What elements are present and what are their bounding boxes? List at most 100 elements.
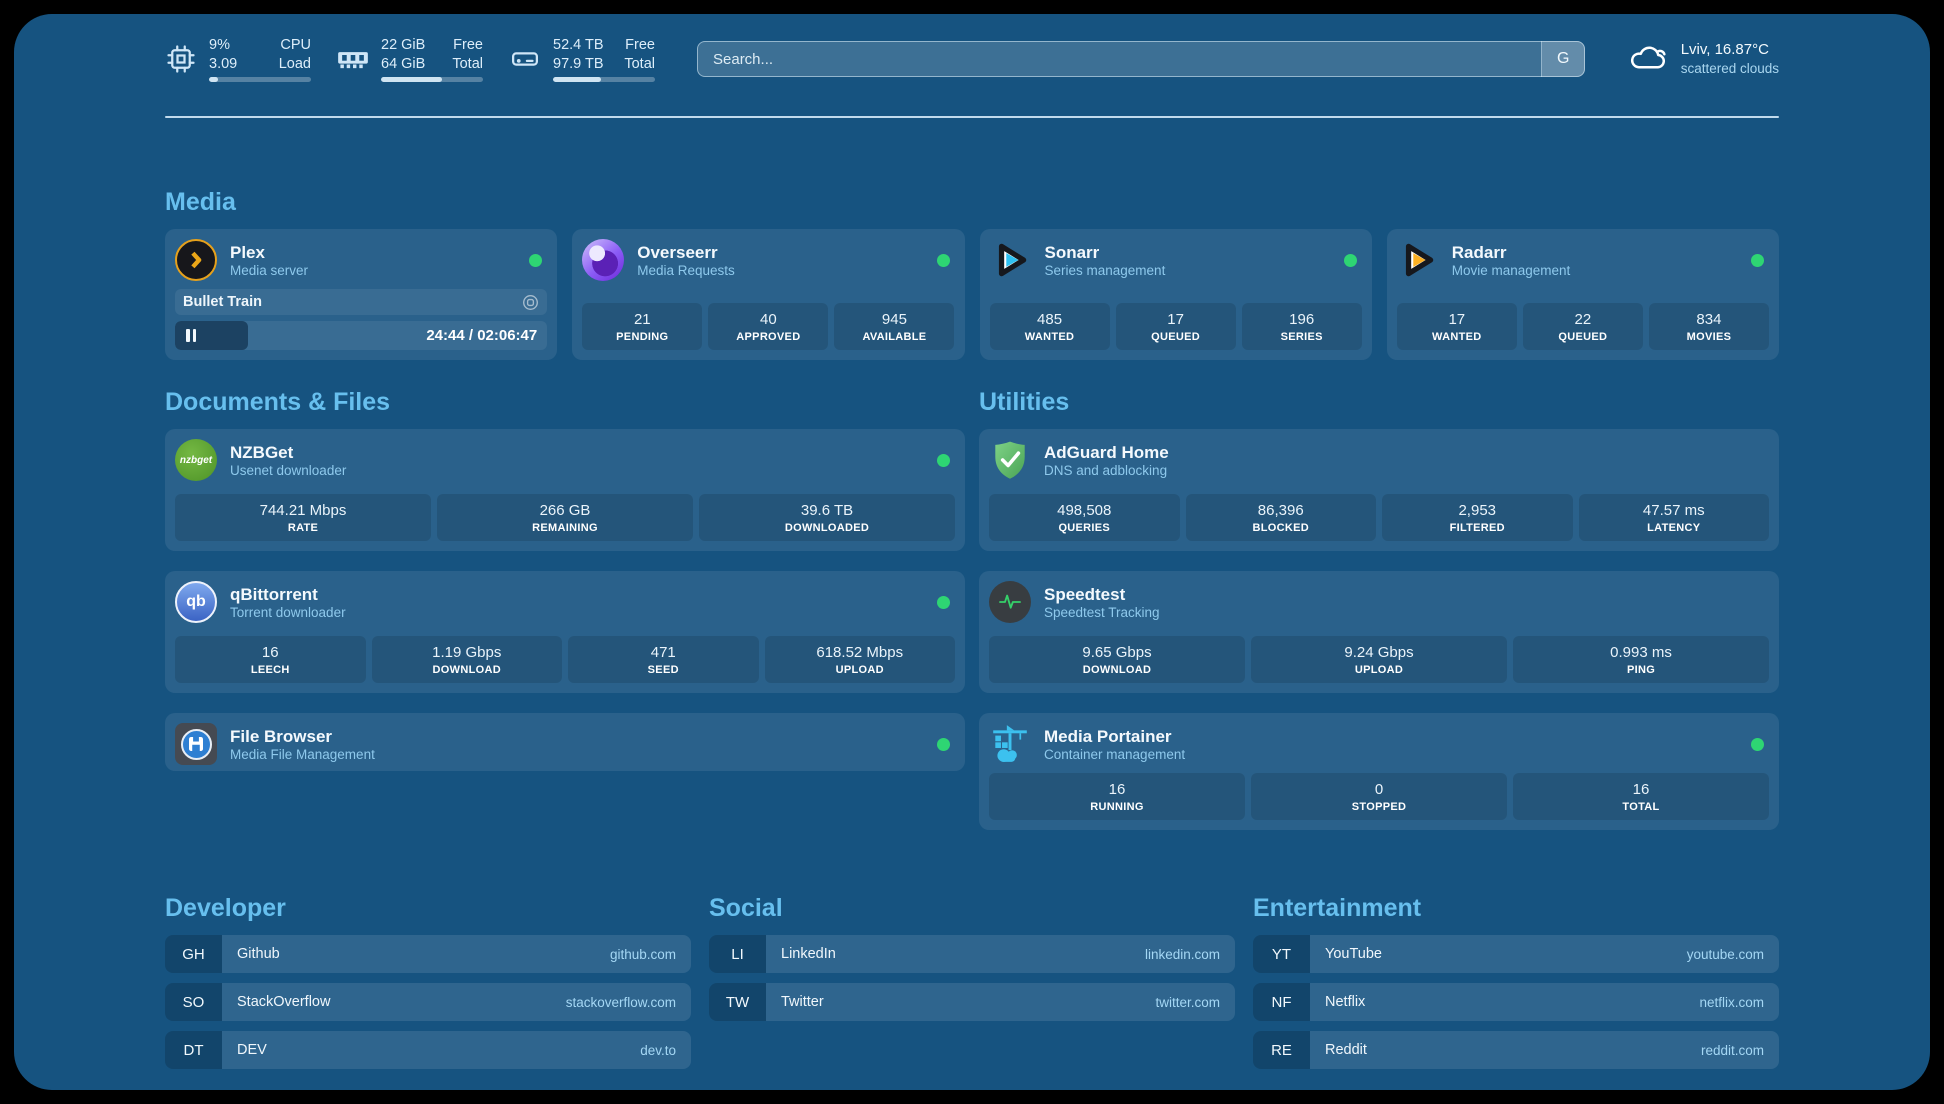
stat-wanted: 485 WANTED [989, 303, 1110, 350]
cpu-value-1: 9% [209, 36, 230, 53]
cpu-widget: 9% 3.09 CPU Load [165, 36, 311, 83]
section-title-utilities: Utilities [979, 388, 1070, 416]
section-title-social: Social [709, 894, 783, 922]
service-subtitle: DNS and adblocking [1044, 463, 1168, 479]
header-divider [165, 116, 1779, 118]
section-title-media: Media [165, 188, 236, 216]
radarr-icon [1397, 239, 1439, 281]
stat-ping: 0.993 ms PING [1513, 636, 1769, 683]
service-subtitle: Usenet downloader [230, 463, 347, 479]
status-dot [1751, 737, 1764, 751]
disk-value-1: 52.4 TB [553, 36, 604, 53]
section-title-entertainment: Entertainment [1253, 894, 1422, 922]
qbittorrent-icon: qb [175, 581, 217, 623]
stat-seed: 471 SEED [568, 636, 759, 683]
card-plex[interactable]: Plex Media server Bullet Train [165, 229, 558, 360]
stat-download: 9.65 Gbps DOWNLOAD [989, 636, 1245, 683]
stat-queued: 22 QUEUED [1522, 303, 1643, 350]
section-title-developer: Developer [165, 894, 286, 922]
memory-widget: 22 GiB 64 GiB Free Total [337, 36, 483, 83]
bookmark-dev[interactable]: DT DEV dev.to [165, 1031, 691, 1069]
stat-leech: 16 LEECH [175, 636, 366, 683]
bookmark-github[interactable]: GH Github github.com [165, 935, 691, 973]
now-playing-icon [522, 294, 539, 311]
service-name: Plex [230, 242, 265, 262]
status-dot [937, 453, 950, 467]
sonarr-icon [990, 239, 1032, 281]
stat-upload: 9.24 Gbps UPLOAD [1251, 636, 1507, 683]
stat-wanted: 17 WANTED [1396, 303, 1517, 350]
memory-value-2: 64 GiB [381, 55, 426, 72]
service-subtitle: Speedtest Tracking [1044, 605, 1160, 621]
stat-downloaded: 39.6 TB DOWNLOADED [699, 494, 955, 541]
card-filebrowser[interactable]: File Browser Media File Management [165, 713, 965, 771]
card-nzbget[interactable]: nzbget NZBGet Usenet downloader 744.21 M… [165, 429, 965, 551]
speedtest-icon [989, 581, 1031, 623]
card-radarr[interactable]: Radarr Movie management 17 WANTED 22 QUE… [1386, 229, 1779, 360]
overseerr-icon [582, 239, 625, 281]
status-dot [529, 253, 543, 267]
resource-widgets: 9% 3.09 CPU Load [165, 36, 655, 83]
disk-label-2: Total [624, 55, 655, 72]
cloud-icon [1627, 40, 1669, 79]
stat-movies: 834 MOVIES [1648, 303, 1769, 350]
card-speedtest[interactable]: Speedtest Speedtest Tracking 9.65 Gbps D… [979, 571, 1779, 693]
service-subtitle: Container management [1044, 747, 1186, 763]
dashboard-window: 9% 3.09 CPU Load [14, 14, 1930, 1090]
filebrowser-icon [175, 723, 217, 765]
top-bar: 9% 3.09 CPU Load [165, 36, 1779, 83]
now-playing-title: Bullet Train [183, 294, 262, 310]
stat-rate: 744.21 Mbps RATE [175, 494, 431, 541]
disk-icon [509, 43, 541, 75]
stat-filtered: 2,953 FILTERED [1382, 494, 1573, 541]
card-sonarr[interactable]: Sonarr Series management 485 WANTED 17 Q… [979, 229, 1372, 360]
stat-total: 16 TOTAL [1513, 773, 1769, 820]
pause-icon[interactable] [186, 329, 196, 342]
bookmark-netflix[interactable]: NF Netflix netflix.com [1253, 983, 1779, 1021]
memory-label-2: Total [452, 55, 483, 72]
disk-widget: 52.4 TB 97.9 TB Free Total [509, 36, 655, 83]
stat-download: 1.19 Gbps DOWNLOAD [371, 636, 562, 683]
search-bar: G [697, 41, 1585, 77]
stat-queued: 17 QUEUED [1115, 303, 1236, 350]
card-overseerr[interactable]: Overseerr Media Requests 21 PENDING 40 A… [572, 229, 965, 360]
bookmark-group-entertainment: Entertainment YT YouTube youtube.com NF … [1253, 894, 1779, 1069]
stat-pending: 21 PENDING [582, 303, 703, 350]
section-documents: Documents & Files nzbget NZBGet Usenet d… [165, 388, 965, 850]
stat-remaining: 266 GB REMAINING [437, 494, 693, 541]
stat-stopped: 0 STOPPED [1251, 773, 1507, 820]
service-name: Speedtest [1044, 584, 1126, 604]
cpu-icon [165, 43, 197, 75]
service-name: File Browser [230, 726, 333, 746]
service-subtitle: Torrent downloader [230, 605, 346, 621]
stat-upload: 618.52 Mbps UPLOAD [764, 636, 955, 683]
service-name: Overseerr [637, 242, 718, 262]
memory-icon [337, 43, 369, 75]
now-playing-row: Bullet Train [175, 289, 548, 315]
stat-available: 945 AVAILABLE [834, 303, 955, 350]
stat-latency: 47.57 ms LATENCY [1578, 494, 1769, 541]
playback-time: 24:44 / 02:06:47 [426, 327, 538, 344]
disk-label-1: Free [625, 36, 655, 53]
bookmark-youtube[interactable]: YT YouTube youtube.com [1253, 935, 1779, 973]
cpu-label-2: Load [278, 55, 311, 72]
bookmark-reddit[interactable]: RE Reddit reddit.com [1253, 1031, 1779, 1069]
bookmark-twitter[interactable]: TW Twitter twitter.com [709, 983, 1235, 1021]
portainer-icon [989, 723, 1031, 765]
card-portainer[interactable]: Media Portainer Container management 16 … [979, 713, 1779, 830]
status-dot [937, 737, 950, 751]
stat-approved: 40 APPROVED [708, 303, 829, 350]
card-adguard[interactable]: AdGuard Home DNS and adblocking 498,508 … [979, 429, 1779, 551]
stat-queries: 498,508 QUERIES [989, 494, 1180, 541]
service-name: Media Portainer [1044, 726, 1172, 746]
card-qbittorrent[interactable]: qb qBittorrent Torrent downloader 16 LEE… [165, 571, 965, 693]
search-provider-button[interactable]: G [1540, 41, 1585, 77]
service-subtitle: Media File Management [230, 747, 375, 763]
bookmark-linkedin[interactable]: LI LinkedIn linkedin.com [709, 935, 1235, 973]
service-subtitle: Media server [230, 263, 309, 279]
cpu-progress-bar [209, 77, 311, 83]
stat-series: 196 SERIES [1241, 303, 1362, 350]
bookmark-stackoverflow[interactable]: SO StackOverflow stackoverflow.com [165, 983, 691, 1021]
search-input[interactable] [697, 41, 1585, 77]
nzbget-icon: nzbget [175, 439, 217, 481]
